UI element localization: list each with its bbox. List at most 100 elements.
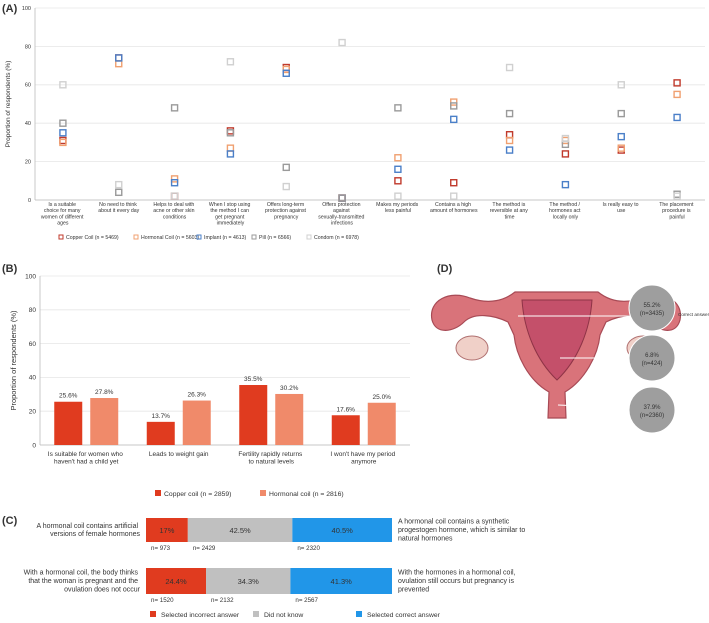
y-tick-label: 100 [25,273,36,280]
text-line: prevented [398,586,429,593]
x-tick-label: Leads to weight gain [149,451,209,458]
bubble-value: 37.9% [643,405,661,411]
legend-swatch [133,234,139,240]
text-line: When I stop using [209,202,252,208]
legend-label: Copper Coil (n = 5469) [66,235,119,241]
dot-marker [450,179,458,187]
x-tick-label: Is really easy to use [603,202,640,214]
text-line: A hormonal coil contains artificial [37,523,141,530]
dot-marker [59,119,67,127]
dot-marker [394,154,402,162]
dot-marker [505,109,514,118]
value-label: 35.5% [244,376,263,383]
text-line: versions of female hormones [50,531,140,538]
value-label: 17.6% [337,406,356,413]
dot-marker [170,175,179,183]
dot-marker [450,192,458,200]
value-label: 41.3% [331,577,353,586]
value-label: 25.6% [59,393,78,400]
ovary-left [455,335,489,361]
dot-marker [394,165,402,173]
dot-marker [282,182,290,191]
dot-marker [505,136,514,145]
text-line: The method / [549,202,581,208]
text-line: ovulation does not occur [64,586,141,593]
bar-segment [292,518,392,542]
text-line: acne or other skin [153,208,196,214]
bar-segment [290,568,392,594]
text-line: No need to think [99,202,138,208]
legend-label: Pill (n = 6566) [259,235,291,241]
dot-marker [226,150,235,158]
legend-label: Selected incorrect answer [161,612,240,619]
panel-label: (A) [2,3,18,15]
text-line: Helps to deal with [153,202,195,208]
text-line: Leads to weight gain [149,451,209,458]
annotation: Correct answer [678,312,709,317]
x-tick-label: The method / hormones act locally only [549,202,582,220]
text-line: Fertility rapidly returns [238,451,304,458]
dot-marker [617,132,625,141]
text-line: against [333,208,351,214]
bubble-value: 55.2% [643,303,661,309]
legend-label: Copper coil (n = 2859) [164,491,231,498]
legend-label: Implant (n = 4613) [204,235,247,241]
text-line: protection against [265,208,307,214]
text-line: Is a suitable [48,202,77,208]
bar [54,401,83,445]
legend-label: Hormonal Coil (n = 5603) [141,235,199,241]
text-line: less painful [385,208,411,214]
text-line: Is suitable for women who [48,451,125,458]
dot-marker [617,81,625,89]
bar-segment [206,568,291,594]
y-tick-label: 80 [29,307,37,314]
dot-marker [561,180,570,189]
x-tick-label: When I stop using the method I can get p… [209,202,252,226]
y-axis-label: Proportion of respondents (%) [9,310,18,411]
x-tick-label: Makes my periods less painful [376,202,420,214]
answer-bubble [628,334,676,382]
bar [367,402,396,445]
pointer-line [557,404,631,409]
row-label: A hormonal coil contains artificial vers… [37,523,141,538]
legend-swatch [356,611,362,617]
text-line: time [505,214,515,220]
text-line: Contains a high [435,202,473,208]
text-line: women of different [41,214,85,220]
panel-label: (B) [2,263,18,275]
bar [146,421,175,445]
count-label: n= 1520 [151,597,174,604]
text-line: procedure is [662,208,692,214]
value-label: 24.4% [165,577,187,586]
value-label: 34.3% [238,577,260,586]
text-line: ages [57,220,69,226]
dot-marker [115,180,123,189]
dot-marker [617,144,625,152]
dot-marker [115,188,123,197]
dot-marker [338,38,346,47]
value-label: 27.8% [95,389,114,396]
text-line: reversible at any [490,208,530,214]
y-tick-label: 80 [25,44,31,50]
dot-marker [673,113,681,122]
dot-marker [561,136,570,145]
legend-label: Did not know [264,612,303,619]
text-line: Makes my periods [376,202,420,208]
value-label: 13.7% [152,413,171,420]
text-line: immediately [217,220,245,226]
x-tick-label: No need to think about it every day [98,202,139,214]
panel-label: (D) [437,263,453,275]
legend-label: Hormonal coil (n = 2816) [269,491,344,498]
dot-marker [505,146,514,154]
y-tick-label: 100 [22,6,31,12]
legend-swatch [196,234,202,240]
count-label: n= 2567 [295,597,318,604]
dot-marker [450,115,458,124]
x-tick-label: Fertility rapidly returns to natural lev… [238,451,304,466]
bar [239,385,268,445]
dot-marker [673,90,681,99]
dot-marker [282,65,290,74]
y-tick-label: 40 [25,121,31,127]
text-line: painful [669,214,684,220]
value-label: 25.0% [373,394,392,401]
